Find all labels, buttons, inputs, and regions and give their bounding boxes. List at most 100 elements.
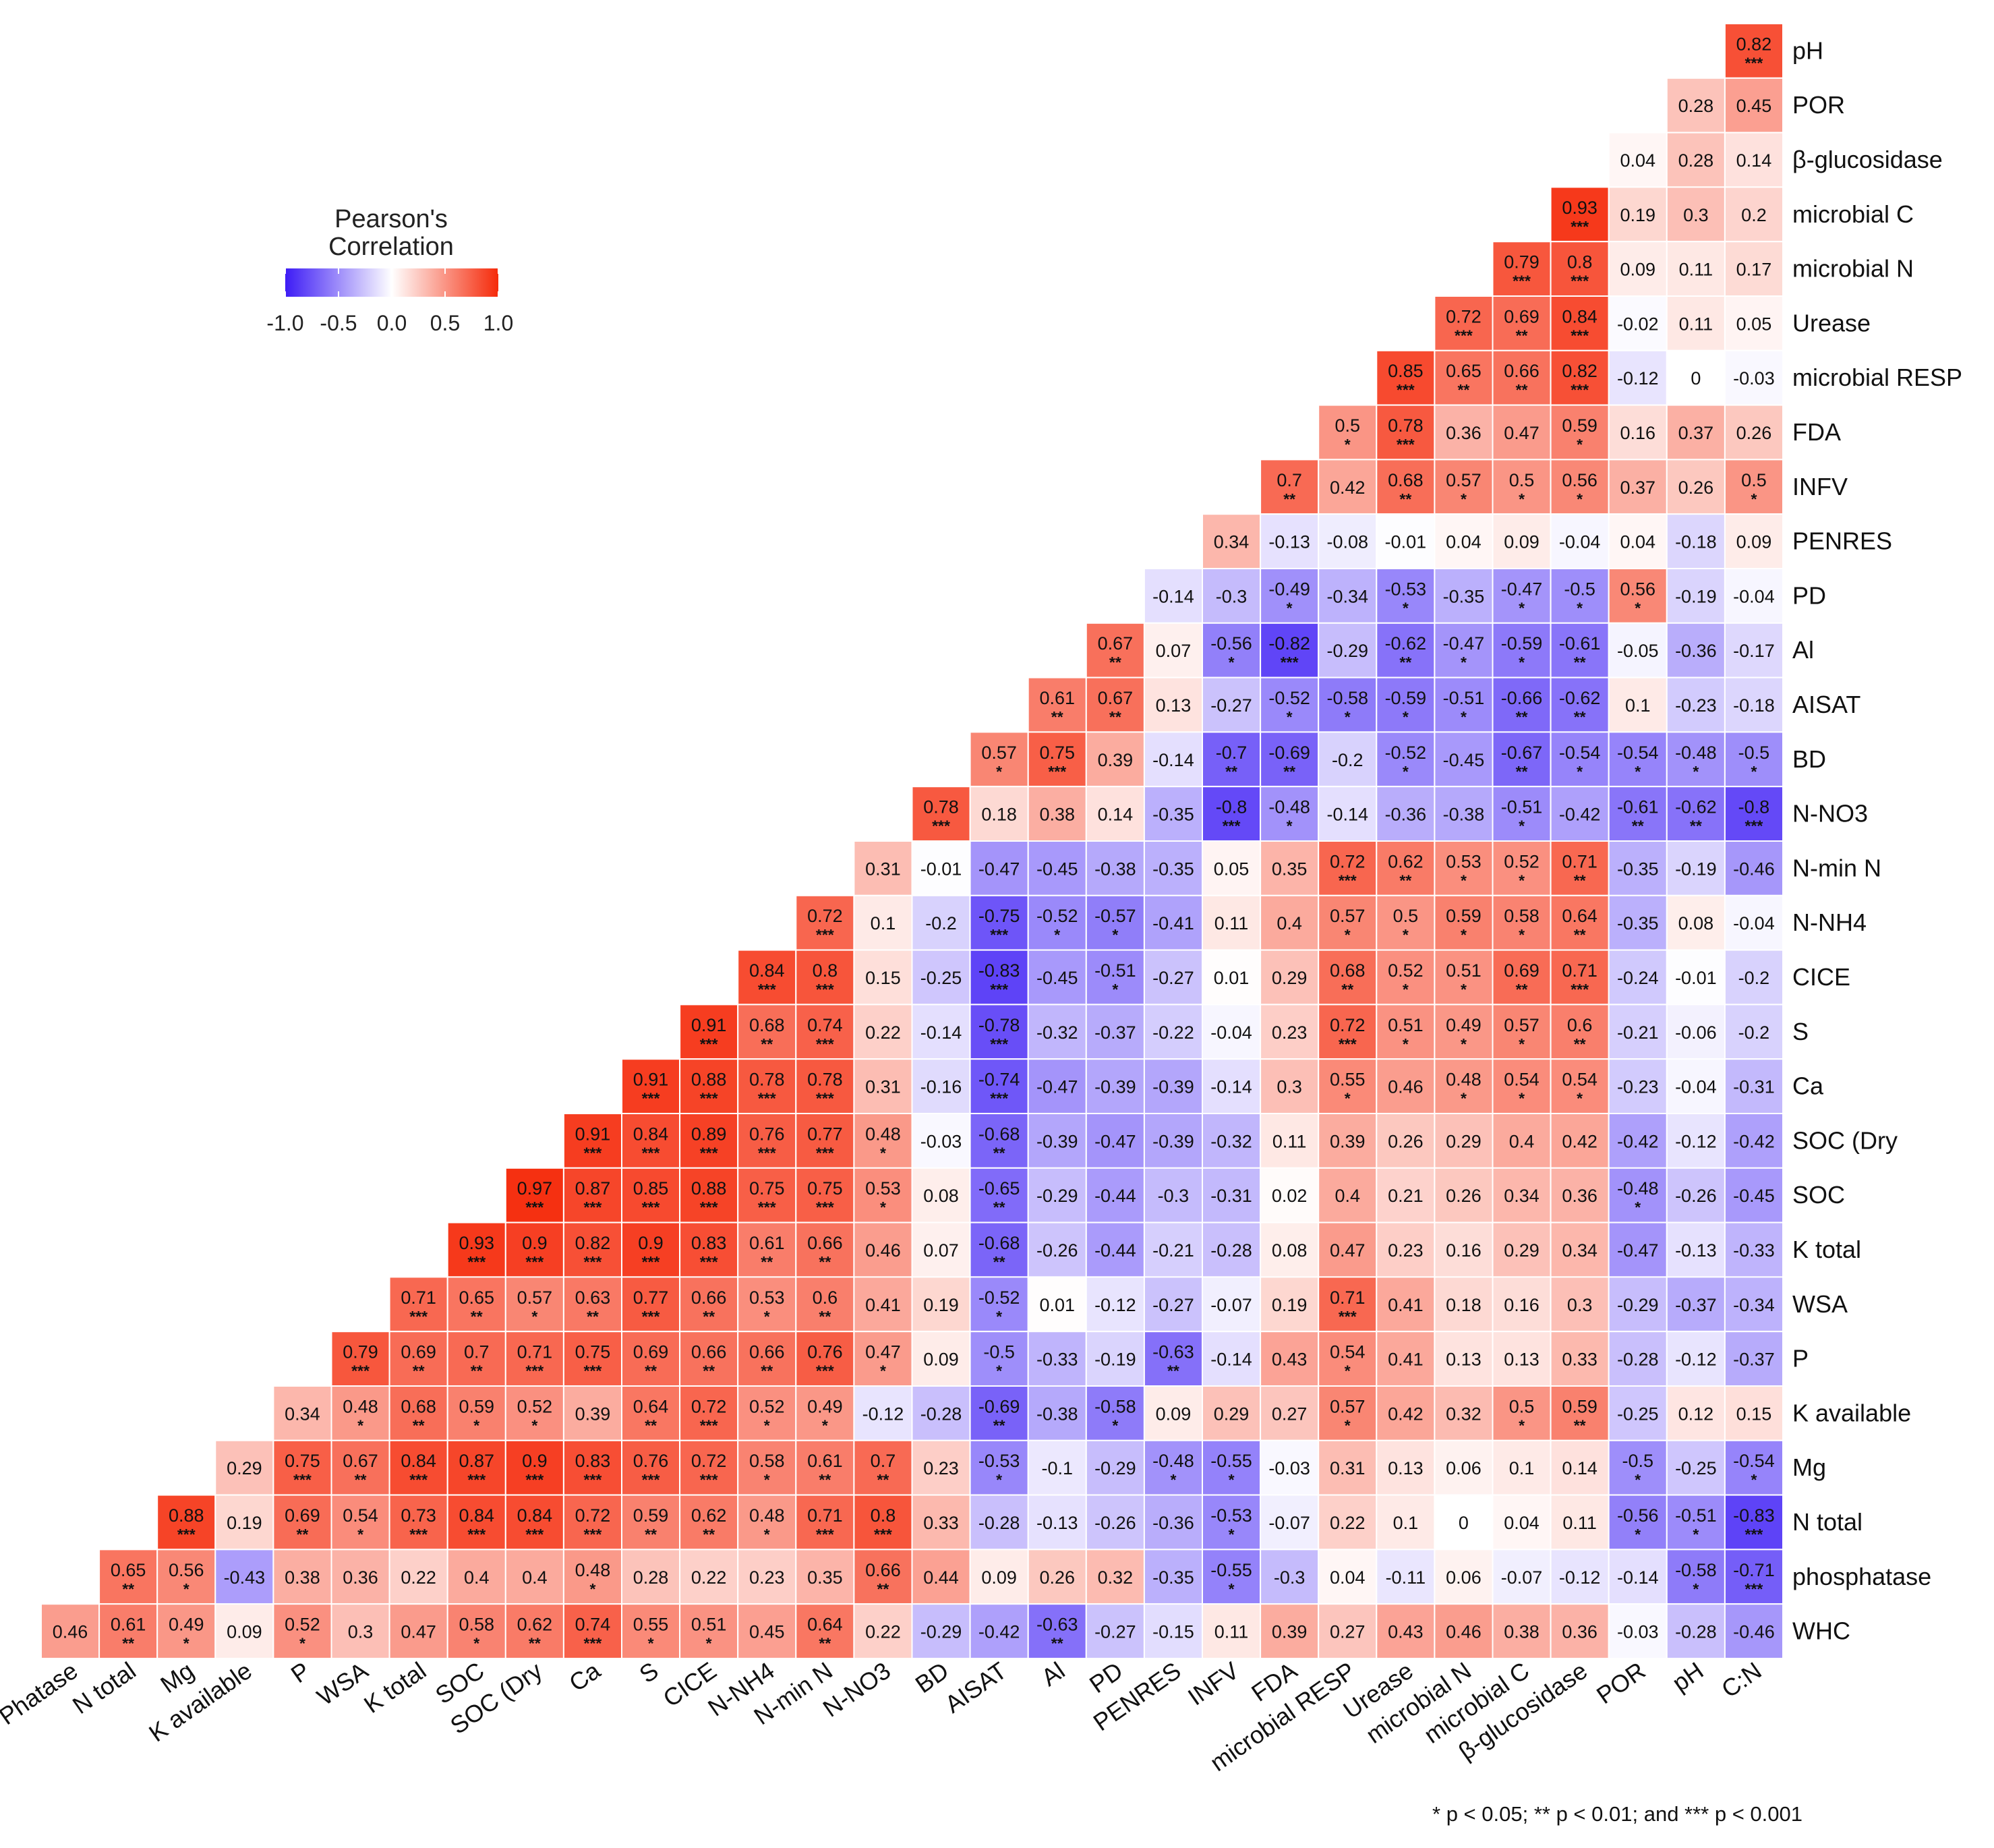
heatmap-cell: 0.49*	[1434, 1004, 1494, 1060]
cell-value: 0.4	[1335, 1186, 1360, 1206]
cell-fill	[1027, 1439, 1087, 1496]
heatmap-cell: 0.11	[1666, 295, 1726, 351]
cell-value: -0.35	[1617, 913, 1659, 933]
cell-value: 0.23	[749, 1567, 785, 1588]
heatmap-cell: 0.66**	[679, 1331, 739, 1387]
heatmap-cell: 0.77***	[795, 1113, 855, 1169]
row-label: PD	[1792, 581, 1826, 609]
heatmap-cell: -0.51*	[1434, 676, 1494, 733]
cell-value: 0.77	[807, 1124, 843, 1144]
cell-significance: ***	[1281, 654, 1299, 671]
heatmap-cell: -0.32	[1202, 1113, 1262, 1169]
cell-value: 0.51	[691, 1615, 727, 1635]
cell-value: 0.58	[459, 1615, 494, 1635]
cell-value: 0.14	[1562, 1458, 1597, 1478]
heatmap-cell: -0.03	[911, 1113, 971, 1169]
cell-fill	[446, 1494, 506, 1551]
cell-value: -0.26	[1675, 1186, 1717, 1206]
cell-value: 0.76	[749, 1124, 785, 1144]
heatmap-cell: 0.84***	[388, 1439, 448, 1496]
cell-value: 0.1	[871, 913, 896, 933]
cell-fill	[969, 1113, 1029, 1169]
cell-value: -0.15	[1152, 1622, 1194, 1642]
heatmap-cell: -0.58*	[1666, 1549, 1726, 1605]
cell-fill	[1724, 622, 1784, 678]
cell-value: -0.52	[978, 1288, 1020, 1308]
cell-fill	[1434, 1385, 1494, 1441]
cell-value: -0.37	[1733, 1350, 1775, 1370]
cell-value: -0.2	[1738, 968, 1770, 988]
heatmap-cell: -0.46	[1724, 1603, 1784, 1659]
heatmap-cell: 0.69**	[1492, 295, 1552, 351]
cell-fill	[1202, 894, 1262, 951]
cell-value: 0.5	[1741, 470, 1767, 490]
heatmap-cell: 0.13	[1376, 1439, 1436, 1496]
heatmap-cell: 0.56*	[1550, 459, 1610, 515]
heatmap-cell: 0.84***	[504, 1494, 564, 1551]
heatmap-cell: -0.61**	[1550, 622, 1610, 678]
cell-fill	[1202, 622, 1262, 678]
cell-value: 0.49	[807, 1396, 843, 1416]
cell-significance: ***	[584, 1471, 602, 1489]
cell-value: 0.82	[1736, 34, 1772, 54]
heatmap-cell: -0.04	[1550, 513, 1610, 570]
cell-significance: ***	[584, 1526, 602, 1543]
cell-fill	[911, 1331, 971, 1387]
cell-value: 0.34	[1562, 1240, 1597, 1261]
cell-significance: ***	[700, 1144, 718, 1161]
heatmap-cell: 0.91***	[562, 1113, 623, 1169]
heatmap-cell: 0.71***	[795, 1494, 855, 1551]
heatmap-cell: -0.07	[1202, 1276, 1262, 1333]
heatmap-cell: 0.18	[1434, 1276, 1494, 1333]
heatmap-cell: -0.42	[969, 1603, 1029, 1659]
heatmap-cell: 0.91***	[621, 1058, 681, 1114]
cell-value: -0.12	[1675, 1350, 1717, 1370]
cell-fill	[853, 840, 913, 896]
heatmap-cell: 0.48*	[737, 1494, 797, 1551]
cell-value: -0.16	[920, 1077, 962, 1097]
heatmap-cell: 0.6**	[1550, 1004, 1610, 1060]
cell-value: -0.52	[1036, 906, 1078, 926]
cell-value: 0.41	[1388, 1295, 1424, 1315]
cell-value: 0.45	[1736, 96, 1772, 116]
cell-value: -0.13	[1268, 532, 1310, 552]
heatmap-cell: 0.29	[1260, 949, 1320, 1006]
cell-value: 0.66	[807, 1233, 843, 1253]
heatmap-cell: -0.83***	[1724, 1494, 1784, 1551]
cell-significance: **	[1341, 981, 1353, 998]
cell-significance: ***	[525, 1199, 544, 1216]
cell-value: 0.62	[517, 1615, 553, 1635]
heatmap-cell: 0.46	[1376, 1058, 1436, 1114]
cell-value: 0.62	[1388, 851, 1424, 871]
heatmap-cell: -0.63**	[1027, 1603, 1087, 1659]
cell-fill	[737, 1549, 797, 1605]
heatmap-cell: 0.68**	[1318, 949, 1378, 1006]
cell-value: 0.89	[691, 1124, 727, 1144]
heatmap-cell: -0.01	[911, 840, 971, 896]
cell-fill	[1724, 1004, 1784, 1060]
cell-value: 0.82	[575, 1233, 611, 1253]
cell-significance: ***	[990, 926, 1008, 944]
heatmap-cell: 0.87***	[562, 1167, 623, 1223]
heatmap-cell: -0.62**	[1550, 676, 1610, 733]
cell-value: 0.26	[1388, 1131, 1424, 1151]
cell-significance: *	[764, 1471, 770, 1489]
cell-value: 0.69	[1504, 306, 1540, 326]
cell-fill	[1724, 459, 1784, 515]
cell-fill	[1492, 349, 1552, 406]
heatmap-cell: 0.88***	[156, 1494, 216, 1551]
cell-fill	[969, 949, 1029, 1006]
cell-significance: ***	[642, 1471, 660, 1489]
cell-significance: ***	[1048, 763, 1066, 780]
heatmap-cell: -0.13	[1260, 513, 1320, 570]
cell-fill	[1143, 1494, 1204, 1551]
cell-fill	[1550, 1058, 1610, 1114]
legend-tick-label: -0.5	[320, 311, 357, 335]
cell-value: 0.14	[1736, 150, 1772, 171]
cell-value: -0.5	[1738, 743, 1770, 763]
cell-value: 0.72	[1330, 851, 1366, 871]
cell-significance: ***	[584, 1199, 602, 1216]
cell-fill	[1666, 459, 1726, 515]
heatmap-cell: 0.78***	[795, 1058, 855, 1114]
cell-value: -0.04	[1559, 532, 1601, 552]
